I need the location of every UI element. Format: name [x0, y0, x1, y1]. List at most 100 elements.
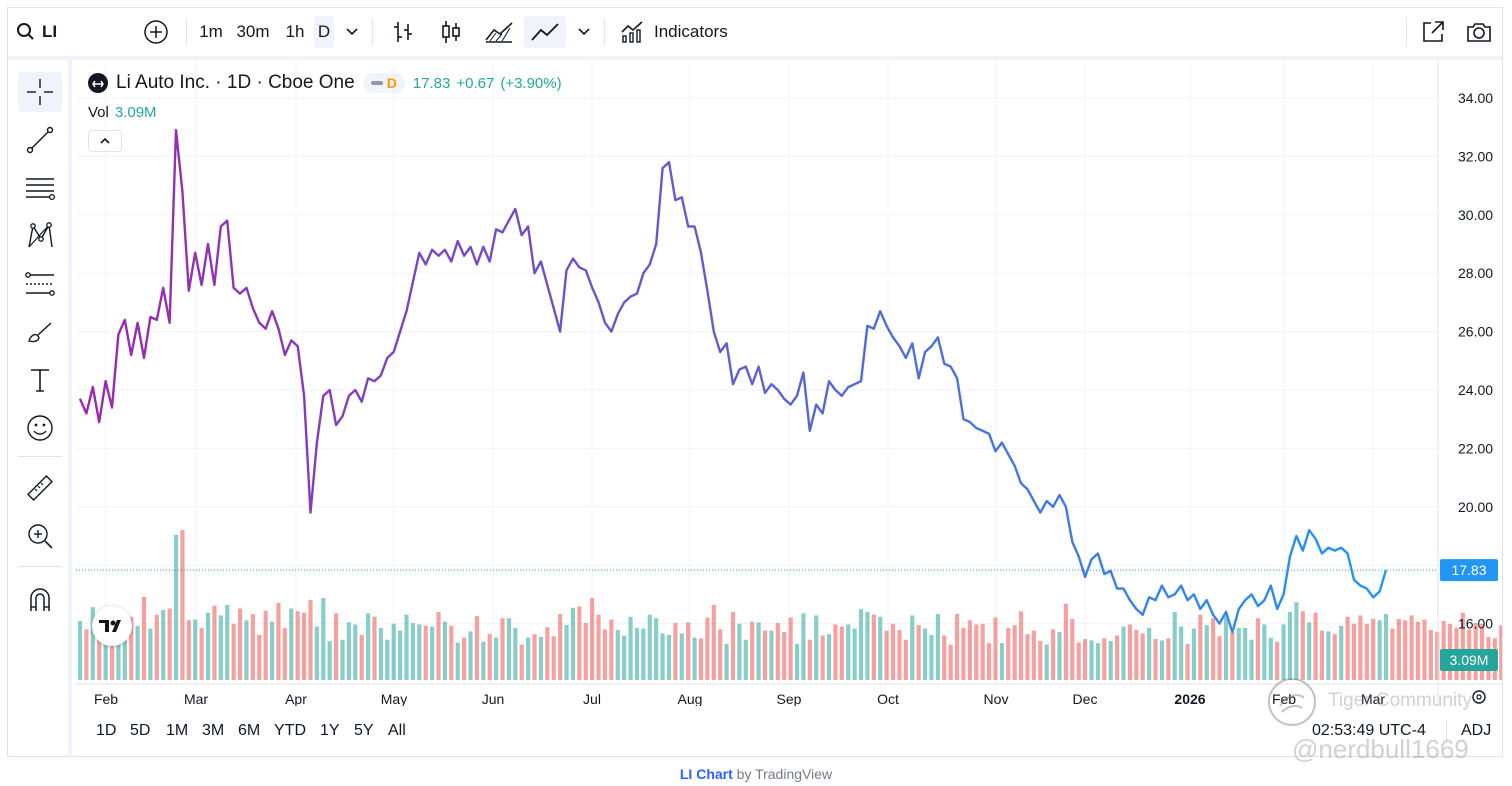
- volume-bar: [1371, 618, 1376, 680]
- change-percent: (+3.90%): [500, 74, 562, 92]
- fib-retracement-icon: [26, 178, 56, 201]
- interval-dropdown[interactable]: [342, 16, 362, 48]
- volume-bar: [1383, 614, 1389, 680]
- volume-bar: [634, 627, 640, 680]
- zoom-in-tool[interactable]: [18, 516, 62, 556]
- volume-bar: [263, 610, 268, 680]
- bars-style-button[interactable]: [388, 16, 418, 48]
- clock[interactable]: 02:53:49 UTC-4: [1312, 722, 1426, 739]
- indicators-button[interactable]: Indicators: [620, 16, 740, 48]
- volume-bar: [538, 636, 544, 680]
- tradingview-logo[interactable]: [92, 606, 132, 646]
- tv-logo-icon: [99, 620, 121, 632]
- volume-bar: [500, 618, 505, 680]
- adjust-button[interactable]: ADJ: [1461, 722, 1492, 739]
- compare-button[interactable]: [142, 16, 170, 48]
- interval-1m[interactable]: 1m: [199, 22, 223, 41]
- symbol-search[interactable]: LI: [16, 16, 136, 48]
- screenshot-button[interactable]: [1464, 16, 1494, 48]
- prediction-tool[interactable]: [18, 264, 62, 304]
- range-all[interactable]: All: [388, 722, 406, 739]
- magnet-tool[interactable]: [18, 580, 62, 620]
- volume-bar: [1070, 618, 1075, 680]
- range-6m[interactable]: 6M: [238, 722, 261, 739]
- volume-bar: [295, 611, 300, 680]
- range-5d[interactable]: 5D: [130, 722, 151, 739]
- price-chart[interactable]: 34.00 32.00 30.00 28.00 26.00 24.00 22.00 20.00…: [76, 60, 1502, 706]
- volume-bar: [916, 625, 921, 680]
- range-1m[interactable]: 1M: [166, 722, 189, 739]
- volume-bar: [333, 613, 339, 680]
- volume-bar: [737, 623, 742, 680]
- volume-bar: [1172, 611, 1177, 680]
- volume-bar: [359, 634, 364, 680]
- volume-bar: [903, 639, 908, 680]
- volume-bar: [602, 629, 608, 680]
- chart-pane[interactable]: 34.00 32.00 30.00 28.00 26.00 24.00 22.00 20.00…: [76, 60, 1502, 706]
- price-line[interactable]: [78, 128, 1388, 634]
- text-tool[interactable]: [18, 360, 62, 400]
- interval-d[interactable]: D: [314, 16, 334, 48]
- volume-bar: [237, 608, 243, 680]
- volume-bar: [462, 637, 467, 680]
- volume-bar: [954, 614, 960, 680]
- volume-bar: [372, 616, 377, 680]
- axis-settings-icon[interactable]: [1472, 690, 1486, 704]
- volume-bar: [577, 606, 582, 680]
- volume-bar: [1460, 612, 1465, 680]
- interval-30m[interactable]: 30m: [236, 22, 270, 41]
- volume-bar: [1275, 641, 1280, 680]
- chart-link[interactable]: LI Chart: [679, 766, 733, 782]
- volume-bar: [506, 618, 512, 680]
- volume-bar: [314, 626, 319, 680]
- range-1d[interactable]: 1D: [96, 722, 117, 739]
- volume-bar: [897, 630, 902, 680]
- volume-bar: [673, 623, 678, 680]
- volume-bar: [724, 643, 729, 680]
- volume-bar: [141, 596, 147, 680]
- volume-bar: [167, 608, 172, 680]
- collapse-legend-button[interactable]: [88, 130, 122, 152]
- volume-bar: [1179, 626, 1184, 680]
- range-5y[interactable]: 5Y: [354, 722, 374, 739]
- volume-bar: [999, 643, 1004, 680]
- volume-bar: [609, 619, 614, 680]
- brush-tool[interactable]: [18, 312, 62, 352]
- volume-bar: [558, 614, 563, 680]
- chart-type-dropdown[interactable]: [574, 16, 594, 48]
- fib-tool[interactable]: [18, 168, 62, 208]
- measure-tool[interactable]: [18, 468, 62, 508]
- session-badge: D: [386, 75, 397, 91]
- interval-1h[interactable]: 1h: [285, 22, 305, 41]
- volume-bar: [1332, 634, 1337, 680]
- volume-bar: [833, 624, 838, 680]
- area-style-button[interactable]: [482, 16, 516, 48]
- candles-style-button[interactable]: [436, 16, 466, 48]
- volume-bar: [570, 607, 576, 680]
- open-fullscreen-button[interactable]: [1418, 16, 1448, 48]
- volume-bar: [1108, 641, 1113, 680]
- volume-bar: [788, 617, 793, 680]
- volume-bar: [1428, 630, 1433, 680]
- attribution: LI Chart by TradingView: [0, 766, 1512, 782]
- volume-bar: [84, 629, 89, 680]
- range-3m[interactable]: 3M: [202, 722, 225, 739]
- volume-bar: [615, 630, 620, 680]
- crosshair-tool[interactable]: [18, 72, 62, 112]
- brush-icon: [28, 322, 52, 343]
- range-ytd[interactable]: YTD: [274, 722, 306, 739]
- trend-line-tool[interactable]: [18, 120, 62, 160]
- volume-bar: [526, 637, 531, 680]
- range-1y[interactable]: 1Y: [320, 722, 340, 739]
- zoom-in-icon: [28, 524, 53, 549]
- volume-bar: [730, 611, 736, 680]
- volume-bar: [1351, 623, 1357, 680]
- volume-bar: [993, 617, 998, 680]
- volume-bar: [1319, 630, 1325, 680]
- pattern-tool[interactable]: [18, 216, 62, 256]
- bars-icon: [394, 22, 412, 42]
- line-style-button[interactable]: [524, 16, 566, 48]
- volume-bar: [1083, 639, 1088, 680]
- emoji-tool[interactable]: [18, 408, 62, 448]
- volume-bar: [161, 609, 166, 680]
